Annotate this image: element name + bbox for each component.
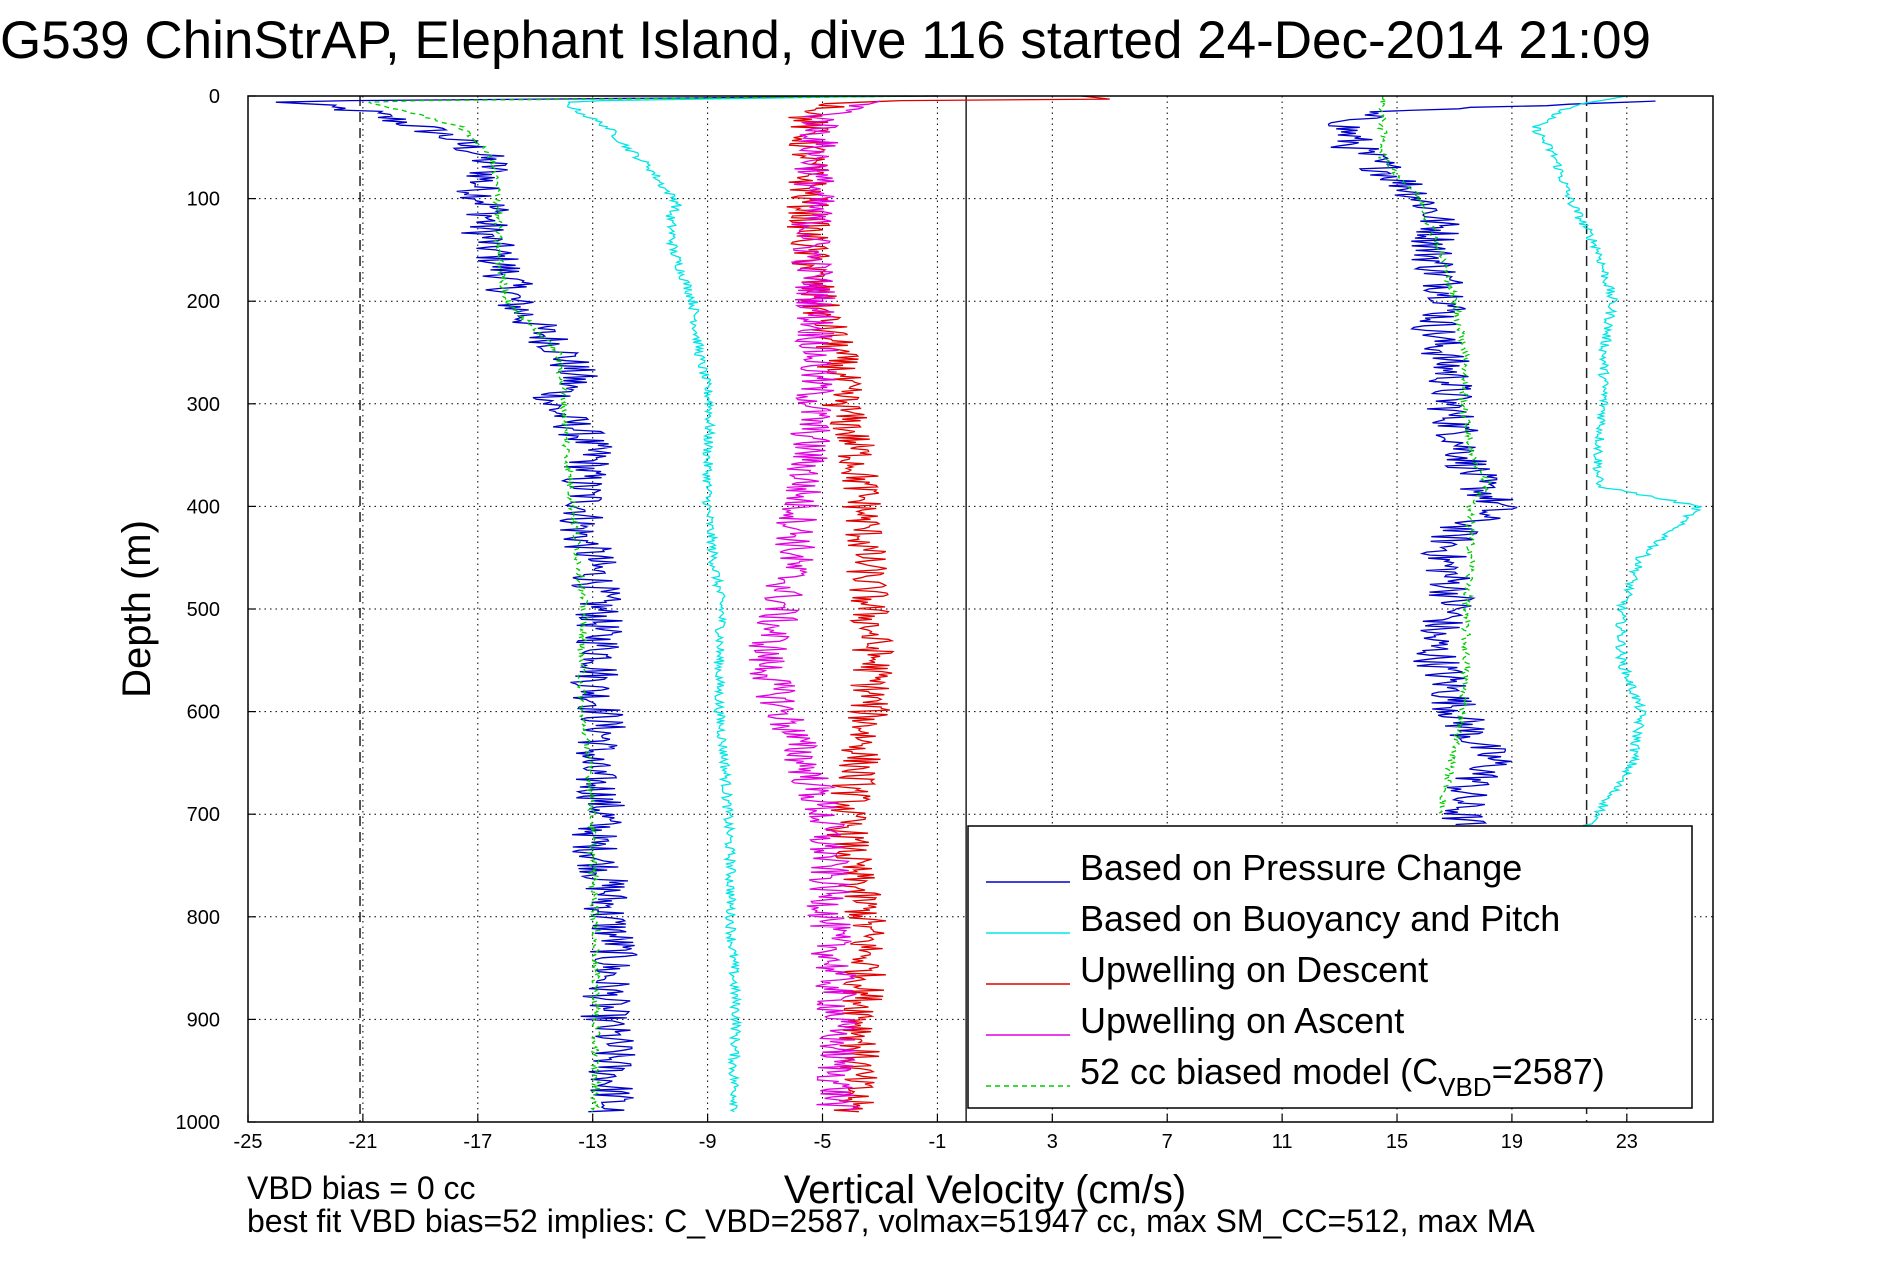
series-line — [368, 95, 938, 1113]
x-tick-label: 15 — [1386, 1131, 1408, 1153]
y-tick-label: 900 — [187, 1009, 220, 1031]
x-tick-label: 23 — [1616, 1131, 1638, 1153]
y-tick-label: 1000 — [176, 1112, 221, 1134]
y-tick-label: 400 — [187, 496, 220, 518]
x-tick-label: -1 — [929, 1131, 947, 1153]
y-tick-label: 100 — [187, 189, 220, 211]
x-tick-label: -5 — [814, 1131, 832, 1153]
series-group — [275, 95, 1702, 1113]
x-axis-label: Vertical Velocity (cm/s) — [784, 1168, 1186, 1212]
series-line — [566, 95, 909, 1113]
y-tick-label: 700 — [187, 804, 220, 826]
x-tick-label: -13 — [578, 1131, 607, 1153]
y-tick-label: 500 — [187, 599, 220, 621]
y-tick-label: 300 — [187, 394, 220, 416]
x-tick-label: 11 — [1272, 1131, 1293, 1153]
y-tick-label: 600 — [187, 702, 220, 724]
y-tick-label: 0 — [209, 86, 220, 108]
y-axis-label: Depth (m) — [115, 520, 159, 698]
series-line — [1376, 96, 1493, 814]
legend: Based on Pressure Change Based on Buoyanc… — [967, 825, 1693, 1109]
footer-best-fit: best fit VBD bias=52 implies: C_VBD=2587… — [247, 1203, 1535, 1239]
series-line — [786, 95, 1110, 1113]
footer-vbd-bias: VBD bias = 0 cc — [247, 1170, 476, 1206]
x-tick-label: 19 — [1501, 1131, 1523, 1153]
y-tick-label: 200 — [187, 291, 220, 313]
legend-label: Upwelling on Ascent — [1080, 1000, 1404, 1041]
series-line — [748, 100, 881, 1112]
x-tick-label: -9 — [699, 1131, 717, 1153]
series-line — [275, 95, 938, 1113]
series-line — [1531, 95, 1702, 830]
x-tick-label: 7 — [1162, 1131, 1173, 1153]
chart-title: G539 ChinStrAP, Elephant Island, dive 11… — [0, 11, 1651, 70]
legend-label: Based on Buoyancy and Pitch — [1080, 898, 1560, 939]
x-tick-label: -25 — [234, 1131, 263, 1153]
x-tick-label: 3 — [1047, 1131, 1058, 1153]
y-tick-label: 800 — [187, 907, 220, 929]
legend-label: Upwelling on Descent — [1080, 949, 1428, 990]
legend-label: Based on Pressure Change — [1080, 847, 1522, 888]
series-line — [1327, 100, 1656, 826]
x-tick-label: -21 — [348, 1131, 377, 1153]
x-tick-label: -17 — [463, 1131, 492, 1153]
axis-ticks: -25 -21 -17 -13 -9 -5 -1 3 7 11 15 19 23010020030040… — [176, 86, 1638, 1153]
legend-box — [967, 825, 1693, 1109]
